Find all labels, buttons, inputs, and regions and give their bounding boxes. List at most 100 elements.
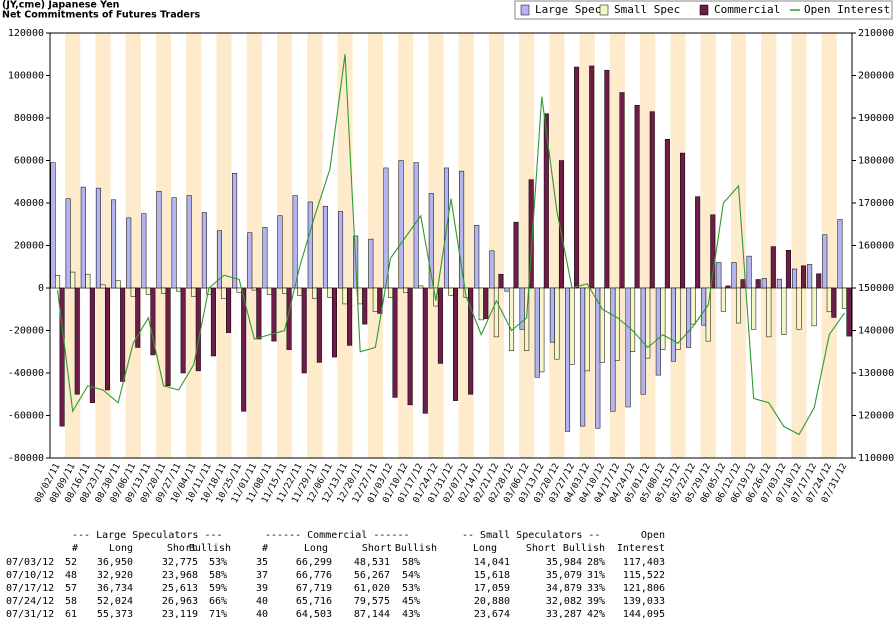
y-tick-label: 120000: [8, 28, 44, 39]
bar: [422, 287, 428, 414]
table-cell: 07/10/12: [6, 570, 54, 581]
table-cell: 66,776: [296, 570, 332, 581]
bar: [195, 287, 201, 372]
table-cell: 56,267: [354, 570, 390, 581]
bar: [459, 170, 465, 289]
table-cell: 31%: [587, 570, 605, 581]
table-cell: 57: [65, 583, 77, 594]
bar: [474, 225, 480, 289]
legend-swatch: [599, 4, 609, 16]
table-cell: 121,806: [623, 583, 665, 594]
band-stripe: [246, 33, 262, 458]
bar: [232, 173, 238, 289]
table-column-header: Bullish: [189, 543, 231, 554]
table-cell: 36,950: [97, 557, 133, 568]
bar: [327, 287, 333, 298]
table-cell: 35: [256, 557, 268, 568]
bar: [176, 287, 182, 292]
bar: [580, 287, 586, 427]
bar: [822, 234, 828, 289]
table-cell: 15,618: [474, 570, 510, 581]
bar: [826, 287, 832, 313]
bar: [322, 205, 328, 289]
table-cell: 35,079: [546, 570, 582, 581]
bar: [362, 287, 368, 325]
bar: [569, 287, 575, 365]
bar: [574, 66, 580, 289]
bar: [816, 273, 822, 289]
bar: [251, 287, 257, 291]
bar: [150, 287, 156, 356]
bar: [801, 265, 807, 289]
bar: [180, 287, 186, 374]
table-cell: 25,613: [162, 583, 198, 594]
y2-tick-label: 150000: [858, 283, 894, 294]
bar: [111, 199, 117, 289]
bar: [262, 227, 268, 289]
band-stripe: [761, 33, 777, 458]
y2-tick-label: 110000: [858, 453, 894, 464]
bar: [478, 287, 484, 321]
bar: [534, 287, 540, 378]
bar: [755, 279, 761, 289]
bar: [448, 287, 454, 296]
table-cell: 144,095: [623, 609, 665, 618]
table-cell: 67,719: [296, 583, 332, 594]
bar: [307, 201, 313, 289]
table-cell: 58%: [402, 557, 420, 568]
table-cell: 39%: [587, 596, 605, 607]
bar: [720, 287, 726, 312]
bar: [785, 249, 791, 289]
y2-tick-label: 180000: [858, 156, 894, 167]
bar: [226, 287, 232, 333]
bar: [171, 197, 177, 289]
band-stripe: [730, 33, 747, 458]
bar: [796, 287, 802, 330]
bar: [695, 196, 701, 289]
table-cell: 48: [65, 570, 77, 581]
table-cell: 55,373: [97, 609, 133, 618]
bar: [766, 287, 772, 338]
table-column-header: #: [262, 543, 268, 554]
bar: [338, 211, 344, 289]
bar: [160, 287, 167, 294]
bar: [776, 278, 782, 289]
table-cell: 28%: [587, 557, 605, 568]
y-tick-label: 100000: [8, 71, 44, 82]
table-cell: 26,963: [162, 596, 198, 607]
bar: [539, 287, 545, 373]
bar: [126, 217, 132, 289]
bar: [584, 287, 590, 372]
y-tick-label: 40000: [14, 198, 44, 209]
bar: [528, 179, 534, 289]
y2-tick-label: 200000: [858, 71, 894, 82]
y2-tick-label: 140000: [858, 326, 894, 337]
y-tick-label: -80000: [8, 453, 44, 464]
y2-tick-label: 170000: [858, 198, 894, 209]
bar: [85, 273, 91, 289]
table-cell: 36,734: [97, 583, 133, 594]
table-column-header: Long: [304, 543, 328, 554]
table-cell: 65,716: [296, 596, 332, 607]
bar: [554, 287, 560, 360]
y-tick-label: 80000: [14, 113, 44, 124]
bar: [331, 287, 338, 358]
bar: [453, 287, 459, 401]
table-column-header: Bullish: [395, 543, 437, 554]
table-column-header: Short: [362, 543, 392, 554]
y-tick-label: 0: [38, 283, 44, 294]
bar: [418, 285, 424, 289]
bar: [686, 287, 692, 348]
table-column-header: Bullish: [563, 543, 605, 554]
bar: [614, 287, 620, 361]
table-cell: 71%: [209, 609, 227, 618]
table-cell: 40: [256, 596, 268, 607]
bar: [589, 65, 595, 289]
y-tick-label: 20000: [14, 241, 44, 252]
table-cell: 32,775: [162, 557, 198, 568]
bar: [645, 287, 651, 359]
table-cell: 07/24/12: [6, 596, 54, 607]
bar: [145, 287, 151, 295]
table-cell: 66%: [209, 596, 227, 607]
band-stripe: [791, 33, 807, 458]
